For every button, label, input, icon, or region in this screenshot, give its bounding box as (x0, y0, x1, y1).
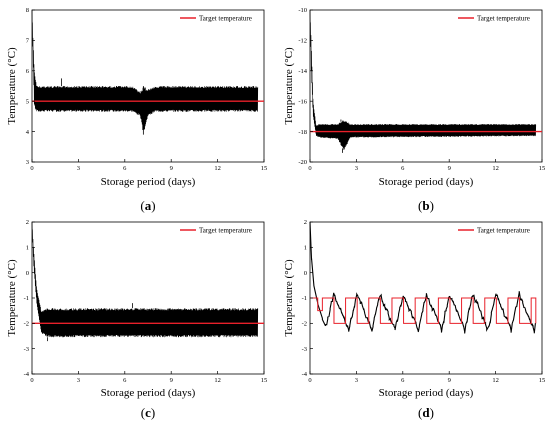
y-tick-label: -3 (302, 346, 307, 353)
x-axis-label: Storage period (days) (379, 176, 474, 188)
x-tick-label: 6 (123, 165, 127, 172)
y-tick-label: -10 (298, 7, 307, 14)
panel-caption: (b) (418, 198, 434, 213)
x-tick-label: 12 (492, 165, 499, 172)
x-axis-label: Storage period (days) (379, 387, 474, 399)
y-axis-label: Temperature (°C) (283, 259, 295, 337)
y-axis-label: Temperature (°C) (283, 47, 295, 125)
y-axis-label: Temperature (°C) (6, 259, 18, 337)
y-tick-label: 7 (26, 38, 30, 45)
y-tick-label: 1 (304, 245, 307, 252)
y-tick-label: 2 (304, 219, 307, 226)
x-tick-label: 3 (355, 377, 358, 384)
series-layer (309, 9, 542, 153)
x-tick-label: 9 (448, 377, 451, 384)
x-tick-label: 9 (170, 165, 173, 172)
legend-label: Target temperature (477, 15, 530, 23)
x-tick-label: 3 (77, 377, 80, 384)
x-tick-label: 6 (123, 377, 127, 384)
x-tick-label: 0 (30, 165, 33, 172)
y-axis-label: Temperature (°C) (6, 47, 18, 125)
y-tick-label: -16 (298, 98, 307, 105)
x-tick-label: 15 (539, 165, 546, 172)
x-tick-label: 9 (448, 165, 451, 172)
series-layer (309, 221, 537, 334)
y-tick-label: 8 (26, 7, 29, 14)
x-tick-label: 12 (492, 377, 499, 384)
x-tick-label: 15 (539, 377, 546, 384)
x-tick-label: 3 (355, 165, 358, 172)
y-tick-label: -4 (24, 371, 30, 378)
y-tick-label: 0 (304, 270, 307, 277)
y-tick-label: 3 (26, 159, 29, 166)
measured-temperature-line (31, 221, 259, 338)
series-layer (31, 9, 264, 135)
plot-area (31, 9, 265, 163)
x-tick-label: 15 (261, 377, 268, 384)
panel-caption: (c) (141, 405, 155, 420)
y-tick-label: -2 (302, 321, 307, 328)
y-tick-label: 4 (26, 129, 30, 136)
caption-letter: a (145, 198, 152, 213)
y-tick-label: -20 (298, 159, 307, 166)
legend-label: Target temperature (477, 227, 530, 235)
x-tick-label: 12 (214, 377, 221, 384)
x-tick-label: 0 (308, 165, 311, 172)
y-tick-label: -12 (298, 38, 307, 45)
caption-letter: b (422, 198, 429, 213)
tick-layer: 0 3 6 9 12 15 -20 -18 -16 -14 -12 -10 (298, 7, 545, 172)
legend: Target temperature (458, 227, 530, 235)
x-tick-label: 0 (30, 377, 33, 384)
x-tick-label: 6 (401, 377, 405, 384)
caption-letter: d (422, 405, 430, 420)
y-tick-label: -3 (24, 346, 29, 353)
y-tick-label: 0 (26, 270, 29, 277)
legend-label: Target temperature (199, 15, 252, 23)
y-tick-label: 1 (26, 245, 29, 252)
legend: Target temperature (180, 15, 252, 23)
caption-letter: c (145, 405, 151, 420)
panel-b: 0 3 6 9 12 15 -20 -18 -16 -14 -12 -10 Target temper… (283, 7, 545, 213)
legend: Target temperature (180, 227, 252, 235)
x-tick-label: 9 (170, 377, 173, 384)
y-tick-label: -18 (298, 129, 307, 136)
measured-temperature-line (309, 221, 536, 334)
y-tick-label: 6 (26, 68, 30, 75)
measured-temperature-line (309, 9, 537, 151)
y-tick-label: -4 (302, 371, 308, 378)
x-tick-label: 15 (261, 165, 268, 172)
x-tick-label: 3 (77, 165, 80, 172)
plot-area (309, 9, 543, 163)
legend-label: Target temperature (199, 227, 252, 235)
measured-temperature-line (31, 9, 259, 130)
y-tick-label: 2 (26, 219, 29, 226)
series-layer (31, 221, 264, 342)
x-tick-label: 6 (401, 165, 405, 172)
x-tick-label: 12 (214, 165, 221, 172)
y-tick-label: -2 (24, 321, 29, 328)
x-axis-label: Storage period (days) (101, 387, 196, 399)
x-tick-label: 0 (308, 377, 311, 384)
panel-caption: (a) (140, 198, 155, 213)
y-tick-label: -1 (302, 295, 307, 302)
x-axis-label: Storage period (days) (101, 176, 196, 188)
legend: Target temperature (458, 15, 530, 23)
y-tick-label: -1 (24, 295, 29, 302)
target-temperature-line (310, 297, 537, 324)
y-tick-label: -14 (298, 68, 307, 75)
panel-caption: (d) (418, 405, 434, 420)
y-tick-label: 5 (26, 98, 29, 105)
